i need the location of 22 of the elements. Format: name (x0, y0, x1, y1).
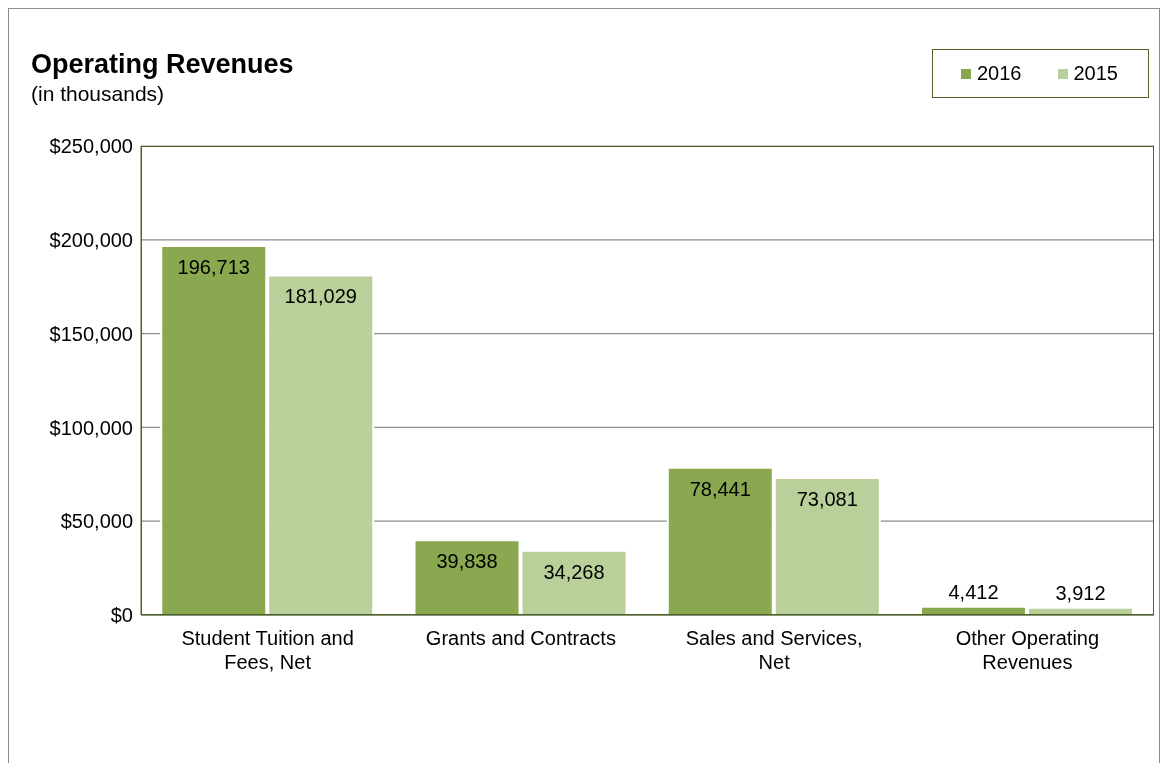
data-label: 39,838 (436, 550, 498, 573)
y-tick-label: $250,000 (49, 135, 133, 158)
y-tick-label: $100,000 (49, 416, 133, 439)
chart-title: Operating Revenues (31, 49, 294, 80)
chart-subtitle: (in thousands) (31, 82, 165, 106)
y-tick-label: $200,000 (49, 228, 133, 251)
legend-label: 2016 (976, 62, 1022, 85)
x-tick-label: Grants and Contracts (425, 627, 616, 649)
data-label: 3,912 (1055, 581, 1106, 604)
data-label: 73,081 (796, 487, 858, 510)
data-label: 34,268 (543, 560, 605, 583)
data-label: 196,713 (177, 255, 250, 278)
data-label: 4,412 (948, 580, 999, 603)
y-tick-label: $0 (110, 604, 133, 627)
x-tick-label: Other Operating Revenues (955, 627, 1100, 673)
legend-label: 2015 (1072, 62, 1118, 85)
data-label: 78,441 (689, 477, 751, 500)
x-tick-label: Sales and Services, Net (685, 627, 863, 673)
data-label: 181,029 (284, 285, 357, 308)
x-tick-label: Student Tuition and Fees, Net (181, 627, 354, 673)
y-tick-label: $50,000 (60, 510, 133, 533)
y-tick-label: $150,000 (49, 322, 133, 345)
